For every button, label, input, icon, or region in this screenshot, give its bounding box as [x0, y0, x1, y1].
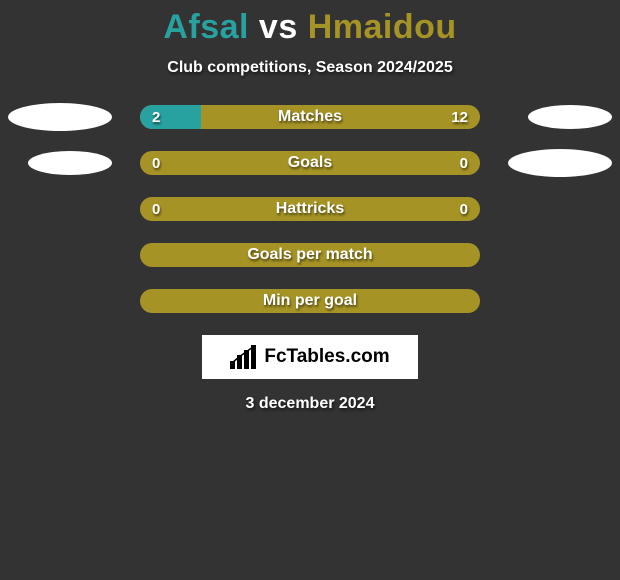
page-title: Afsal vs Hmaidou: [0, 0, 620, 47]
stat-label: Hattricks: [140, 197, 480, 221]
logo-bars-icon: [230, 345, 258, 369]
stat-row: Goals0 0: [0, 151, 620, 175]
title-player2: Hmaidou: [308, 8, 457, 46]
player1-ellipse: [28, 151, 112, 175]
stat-label: Goals: [140, 151, 480, 175]
title-player1: Afsal: [163, 8, 249, 46]
bar-fill-left: [140, 105, 201, 129]
logo-text: FcTables.com: [264, 346, 389, 368]
player1-ellipse: [8, 103, 112, 131]
stat-rows-container: Matches212Goals00Hattricks00Goals per ma…: [0, 105, 620, 313]
stat-value-right: 12: [451, 105, 468, 129]
stat-value-left: 0: [152, 197, 160, 221]
stat-row: Min per goal: [0, 289, 620, 313]
player2-ellipse: [508, 149, 612, 177]
stat-label: Min per goal: [140, 289, 480, 313]
stat-value-right: 0: [460, 151, 468, 175]
player2-ellipse: [528, 105, 612, 129]
stat-row: Goals per match: [0, 243, 620, 267]
stat-row: Hattricks0 0: [0, 197, 620, 221]
stat-label: Goals per match: [140, 243, 480, 267]
stat-value-left: 0: [152, 151, 160, 175]
subtitle: Club competitions, Season 2024/2025: [0, 59, 620, 77]
title-vs: vs: [259, 8, 298, 46]
stat-value-right: 0: [460, 197, 468, 221]
stat-bar: Goals0 0: [140, 151, 480, 175]
stat-bar: Goals per match: [140, 243, 480, 267]
logo-box: FcTables.com: [202, 335, 418, 379]
stat-row: Matches212: [0, 105, 620, 129]
stat-bar: Matches212: [140, 105, 480, 129]
stat-bar: Min per goal: [140, 289, 480, 313]
stat-bar: Hattricks0 0: [140, 197, 480, 221]
date-text: 3 december 2024: [0, 395, 620, 413]
